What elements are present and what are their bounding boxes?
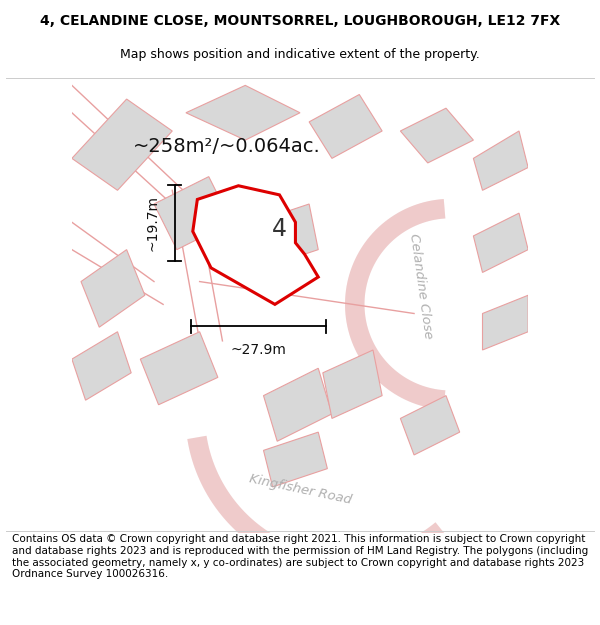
Polygon shape [254,204,318,268]
Text: 4, CELANDINE CLOSE, MOUNTSORREL, LOUGHBOROUGH, LE12 7FX: 4, CELANDINE CLOSE, MOUNTSORREL, LOUGHBO… [40,14,560,28]
Polygon shape [482,295,528,350]
Polygon shape [140,332,218,405]
Text: Celandine Close: Celandine Close [407,232,435,339]
Polygon shape [193,186,318,304]
Text: ~258m²/~0.064ac.: ~258m²/~0.064ac. [133,138,321,156]
Polygon shape [263,432,328,487]
Polygon shape [72,99,172,190]
Polygon shape [309,94,382,158]
Text: ~19.7m: ~19.7m [146,195,160,251]
Polygon shape [263,368,332,441]
Polygon shape [154,177,232,249]
Polygon shape [400,396,460,455]
Polygon shape [400,108,473,163]
Text: ~27.9m: ~27.9m [231,343,287,357]
Text: Kingfisher Road: Kingfisher Road [248,472,352,506]
Text: Map shows position and indicative extent of the property.: Map shows position and indicative extent… [120,48,480,61]
Text: Contains OS data © Crown copyright and database right 2021. This information is : Contains OS data © Crown copyright and d… [12,534,588,579]
Polygon shape [81,249,145,328]
Polygon shape [473,131,528,190]
Polygon shape [72,332,131,400]
Polygon shape [473,213,528,272]
Polygon shape [186,86,300,140]
Text: 4: 4 [272,217,287,241]
Polygon shape [323,350,382,419]
